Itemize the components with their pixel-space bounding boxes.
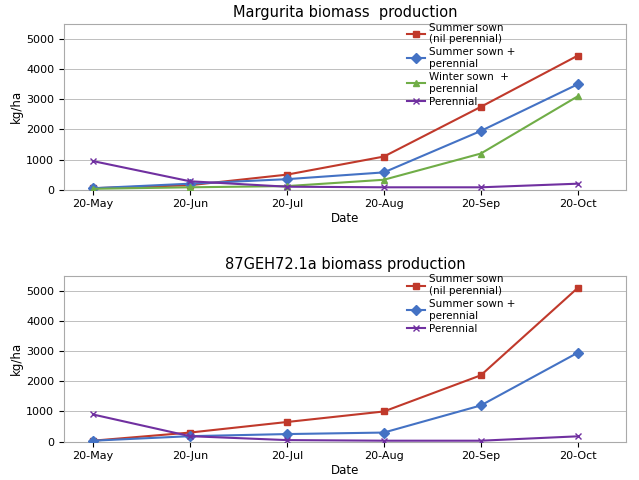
X-axis label: Date: Date	[331, 212, 359, 225]
Summer sown
(nil perennial)	[477, 104, 484, 110]
Summer sown +
perennial	[380, 430, 388, 435]
Line: Summer sown
(nil perennial): Summer sown (nil perennial)	[89, 52, 581, 192]
Perennial	[574, 433, 581, 439]
Winter sown  +
perennial	[186, 184, 194, 190]
Y-axis label: kg/ha: kg/ha	[10, 90, 23, 123]
Winter sown  +
perennial	[283, 183, 291, 189]
Summer sown +
perennial	[380, 169, 388, 175]
Summer sown
(nil perennial)	[477, 372, 484, 378]
Line: Perennial: Perennial	[89, 157, 581, 191]
Winter sown  +
perennial	[380, 177, 388, 183]
Summer sown
(nil perennial)	[574, 53, 581, 59]
Perennial	[89, 158, 97, 164]
Summer sown
(nil perennial)	[574, 285, 581, 291]
Perennial	[186, 179, 194, 184]
Summer sown +
perennial	[186, 433, 194, 439]
Summer sown +
perennial	[574, 82, 581, 87]
Summer sown +
perennial	[186, 181, 194, 187]
Line: Summer sown +
perennial: Summer sown + perennial	[89, 349, 581, 444]
Line: Summer sown
(nil perennial): Summer sown (nil perennial)	[89, 285, 581, 444]
Line: Summer sown +
perennial: Summer sown + perennial	[89, 81, 581, 192]
Summer sown +
perennial	[283, 431, 291, 437]
Summer sown
(nil perennial)	[89, 438, 97, 444]
Summer sown
(nil perennial)	[283, 419, 291, 425]
Summer sown +
perennial	[89, 185, 97, 191]
Perennial	[186, 433, 194, 439]
Summer sown
(nil perennial)	[380, 154, 388, 159]
Legend: Summer sown
(nil perennial), Summer sown +
perennial, Winter sown  +
perennial, : Summer sown (nil perennial), Summer sown…	[406, 23, 516, 107]
Perennial	[380, 438, 388, 444]
Summer sown
(nil perennial)	[186, 430, 194, 435]
Summer sown
(nil perennial)	[380, 408, 388, 414]
Legend: Summer sown
(nil perennial), Summer sown +
perennial, Perennial: Summer sown (nil perennial), Summer sown…	[406, 275, 516, 334]
Line: Winter sown  +
perennial: Winter sown + perennial	[89, 93, 581, 192]
Summer sown
(nil perennial)	[186, 182, 194, 188]
Title: Margurita biomass  production: Margurita biomass production	[233, 5, 458, 20]
Summer sown +
perennial	[477, 128, 484, 134]
Perennial	[283, 184, 291, 190]
Summer sown +
perennial	[574, 350, 581, 356]
Summer sown +
perennial	[283, 176, 291, 182]
Summer sown +
perennial	[477, 403, 484, 408]
Perennial	[477, 184, 484, 190]
Summer sown
(nil perennial)	[89, 185, 97, 191]
Y-axis label: kg/ha: kg/ha	[10, 342, 23, 375]
Summer sown
(nil perennial)	[283, 172, 291, 178]
Perennial	[574, 181, 581, 187]
Winter sown  +
perennial	[477, 151, 484, 156]
Perennial	[380, 184, 388, 190]
Summer sown +
perennial	[89, 438, 97, 444]
Title: 87GEH72.1a biomass production: 87GEH72.1a biomass production	[225, 257, 465, 272]
Perennial	[89, 412, 97, 418]
Winter sown  +
perennial	[574, 94, 581, 99]
Perennial	[283, 437, 291, 443]
Line: Perennial: Perennial	[89, 411, 581, 444]
X-axis label: Date: Date	[331, 464, 359, 477]
Winter sown  +
perennial	[89, 186, 97, 192]
Perennial	[477, 438, 484, 444]
